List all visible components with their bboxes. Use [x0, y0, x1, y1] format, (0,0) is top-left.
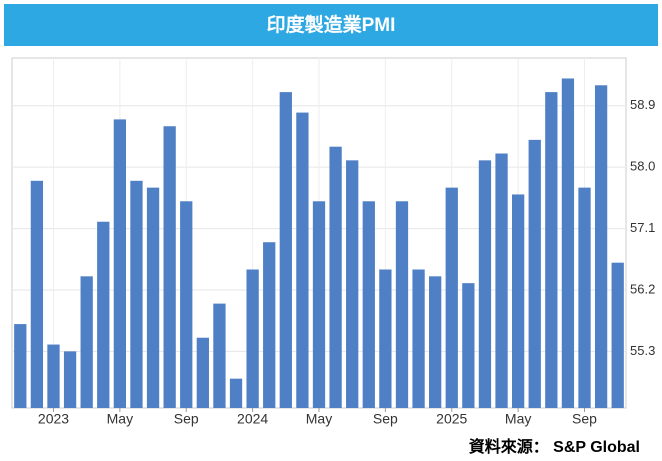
y-tick-label: 55.3: [630, 343, 655, 358]
bar: [462, 283, 475, 408]
bar: [578, 187, 591, 408]
bar: [312, 201, 326, 408]
x-tick-label: Sep: [373, 411, 398, 427]
bar: [511, 194, 525, 408]
x-tick-label: May: [505, 411, 531, 427]
x-tick-label: May: [107, 411, 133, 427]
bar: [30, 180, 44, 408]
bar: [146, 187, 160, 408]
bar: [14, 324, 27, 408]
x-tick-label: 2023: [38, 411, 69, 427]
bar: [545, 92, 558, 408]
x-tick-label: 2024: [237, 411, 268, 427]
bar: [97, 221, 110, 408]
bar: [329, 146, 342, 408]
x-tick-label: May: [306, 411, 332, 427]
bar: [113, 119, 127, 409]
bar: [412, 269, 425, 408]
x-tick-label: Sep: [572, 411, 597, 427]
bar: [495, 153, 508, 408]
bar: [346, 160, 359, 408]
y-tick-label: 58.9: [630, 97, 655, 112]
x-tick-label: Sep: [174, 411, 199, 427]
bar: [611, 262, 624, 408]
bar: [80, 276, 93, 408]
bar: [213, 303, 226, 408]
bar: [263, 242, 276, 408]
bar: [246, 269, 259, 408]
y-tick-label: 56.2: [630, 281, 655, 296]
bar: [196, 337, 209, 408]
bar: [279, 92, 292, 408]
bar: [296, 112, 309, 408]
bar: [478, 160, 492, 408]
bar: [379, 269, 392, 408]
y-tick-label: 58.0: [630, 159, 655, 174]
bar: [445, 187, 458, 408]
bar: [395, 201, 409, 408]
y-tick-label: 57.1: [630, 220, 655, 235]
bar: [180, 201, 193, 408]
x-tick-label: 2025: [436, 411, 467, 427]
bar: [229, 378, 243, 408]
chart-title: 印度製造業PMI: [267, 13, 396, 36]
bar: [528, 139, 541, 408]
bar: [429, 276, 442, 408]
bar: [130, 180, 143, 408]
bar: [63, 351, 77, 408]
title-banner: [4, 4, 658, 46]
bar: [561, 78, 575, 408]
bar: [362, 201, 375, 408]
source-note: 資料來源： S&P Global: [469, 437, 640, 456]
bar: [47, 344, 60, 408]
bar: [594, 85, 608, 408]
bar: [163, 126, 176, 408]
